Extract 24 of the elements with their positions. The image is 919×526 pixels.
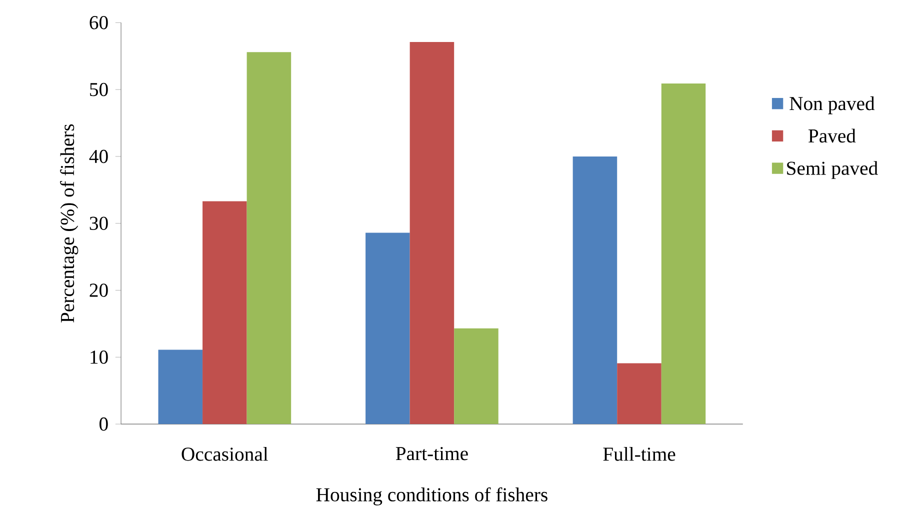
- bar: [410, 42, 454, 424]
- bar: [454, 328, 498, 424]
- y-tick-label: 40: [89, 150, 108, 163]
- y-tick-label: 50: [90, 82, 108, 96]
- y-tick-label: 30: [90, 216, 108, 230]
- bar: [617, 362, 662, 424]
- bar: [158, 350, 203, 424]
- bar: [366, 232, 410, 424]
- y-tick-label: 60: [90, 16, 108, 30]
- bar: [246, 52, 292, 424]
- legend-label: Semi paved: [787, 160, 878, 179]
- legend-label: Non paved: [790, 96, 875, 114]
- bar: [572, 156, 618, 424]
- x-axis-title: Housing conditions of fishers: [316, 487, 548, 506]
- y-tick-label: 20: [90, 283, 108, 297]
- x-tick-label: Full-time: [603, 446, 676, 461]
- y-tick-label: 0: [100, 417, 108, 431]
- x-tick-label: Part-time: [396, 446, 468, 460]
- y-tick-label: 10: [90, 350, 108, 364]
- bar: [661, 83, 706, 424]
- y-axis-title: Percentage (%) of fishers: [60, 124, 78, 322]
- bar: [202, 201, 247, 424]
- legend-label: Paved: [808, 128, 856, 142]
- x-tick-label: Occasional: [182, 446, 268, 461]
